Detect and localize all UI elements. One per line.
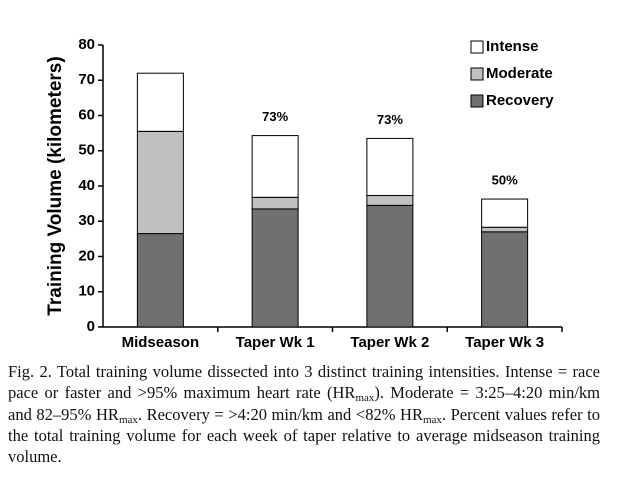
legend-swatch (470, 40, 484, 54)
bar-segment (136, 72, 184, 132)
x-tick-label: Taper Wk 1 (236, 334, 315, 350)
bar-segment (481, 231, 529, 328)
legend-label: Intense (486, 38, 539, 55)
legend-swatch (470, 94, 484, 108)
bar-segment (366, 195, 414, 206)
y-tick-label: 10 (78, 283, 95, 300)
y-tick-label: 40 (78, 177, 95, 194)
legend-swatch (470, 67, 484, 81)
caption-subscript: max (118, 413, 138, 426)
y-tick-label: 70 (78, 71, 95, 88)
caption-text: ). Moderate = 3:25–4:20 min/km and 82–95… (8, 383, 600, 424)
y-tick-label: 80 (78, 36, 95, 53)
x-tick-label: Taper Wk 3 (465, 334, 544, 350)
x-tick-label: Taper Wk 2 (350, 334, 429, 350)
caption-subscript: max (422, 413, 442, 426)
y-tick-label: 50 (78, 142, 95, 159)
y-axis-label: Training Volume (kilometers) (45, 56, 66, 315)
bar-segment (251, 208, 299, 328)
bar-segment (251, 135, 299, 198)
bar-segment (366, 137, 414, 197)
bar-segment (481, 198, 529, 228)
caption-text: Fig. 2. Total training volume dissected … (8, 362, 600, 403)
bar-segment (251, 196, 299, 210)
bar-segment (136, 130, 184, 235)
caption-subscript: max (355, 392, 375, 405)
x-tick-label: Midseason (122, 334, 200, 350)
annotation: 73% (262, 109, 288, 124)
annotation: 73% (377, 112, 403, 127)
y-tick-label: 0 (87, 318, 95, 335)
bar-segment (366, 204, 414, 328)
y-tick-label: 60 (78, 106, 95, 123)
caption-text: . Recovery = >4:20 min/km and <82% HR (137, 404, 423, 424)
y-tick-label: 30 (78, 212, 95, 229)
annotation: 50% (492, 172, 518, 187)
chart: Training Volume (kilometers) 0 10 20 30 40 50… (45, 36, 563, 350)
y-tick-label: 20 (78, 247, 95, 264)
bar-segment (481, 226, 529, 233)
legend-label: Moderate (486, 65, 553, 82)
caption: Fig. 2. Total training volume dissected … (8, 361, 600, 467)
legend-label: Recovery (486, 92, 554, 109)
bar-segment (136, 233, 184, 328)
caption-text: . Percent values refer to the total trai… (8, 404, 600, 467)
